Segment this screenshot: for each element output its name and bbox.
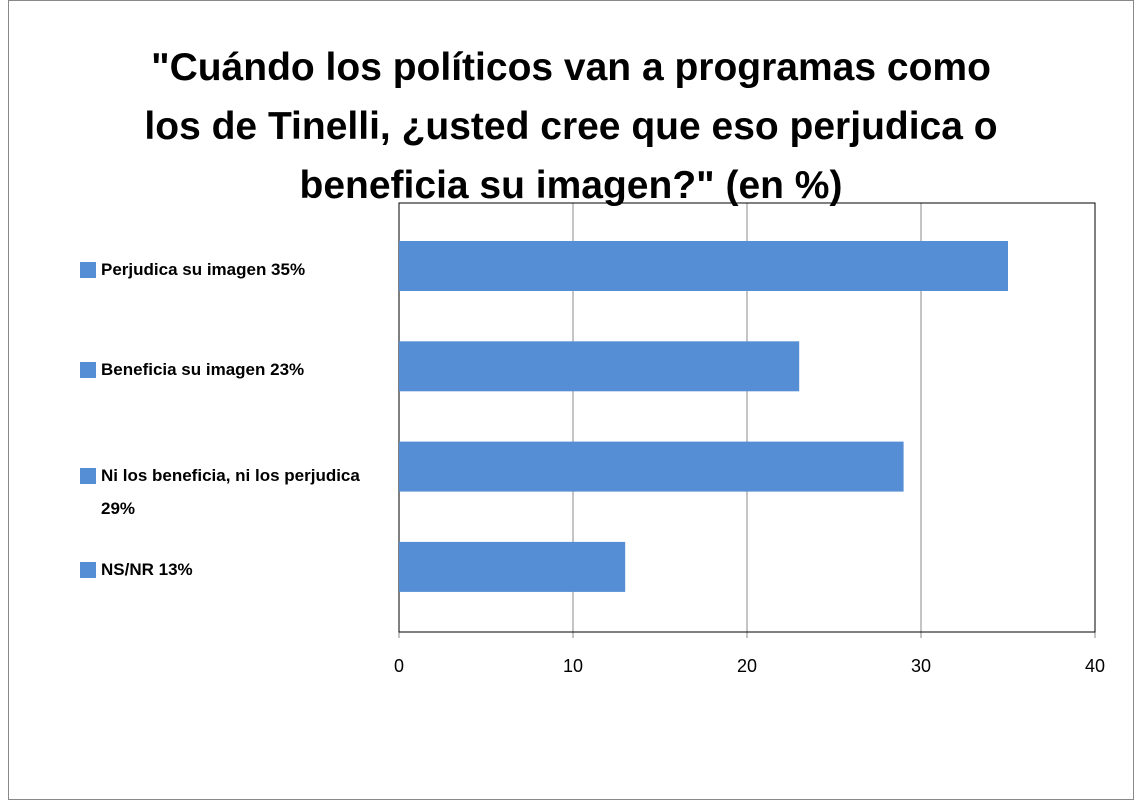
x-tick-label: 10 [563,656,583,676]
bar [399,541,626,592]
category-label: Ni los beneficia, ni los perjudica 29% [80,459,386,525]
x-tick-label: 40 [1085,656,1105,676]
legend-swatch [80,261,96,278]
legend-swatch [80,467,96,484]
chart-title: "Cuándo los políticos van a programas co… [144,46,998,207]
x-tick-label: 30 [911,656,931,676]
category-text: Beneficia su imagen 23% [101,359,305,379]
bar [399,241,1008,291]
x-tick-label: 0 [394,656,404,676]
bar [399,341,800,392]
legend-swatch [80,562,96,579]
legend-swatch [80,361,96,378]
x-tick-label: 20 [737,656,757,676]
category-text: Ni los beneficia, ni los perjudica 29% [101,465,360,518]
category-label: NS/NR 13% [80,553,386,586]
plot-border [398,202,1096,633]
category-text: Perjudica su imagen 35% [101,259,306,279]
category-text: NS/NR 13% [101,560,193,580]
category-label: Perjudica su imagen 35% [80,253,386,286]
bar [399,441,904,492]
category-label: Beneficia su imagen 23% [80,353,386,386]
